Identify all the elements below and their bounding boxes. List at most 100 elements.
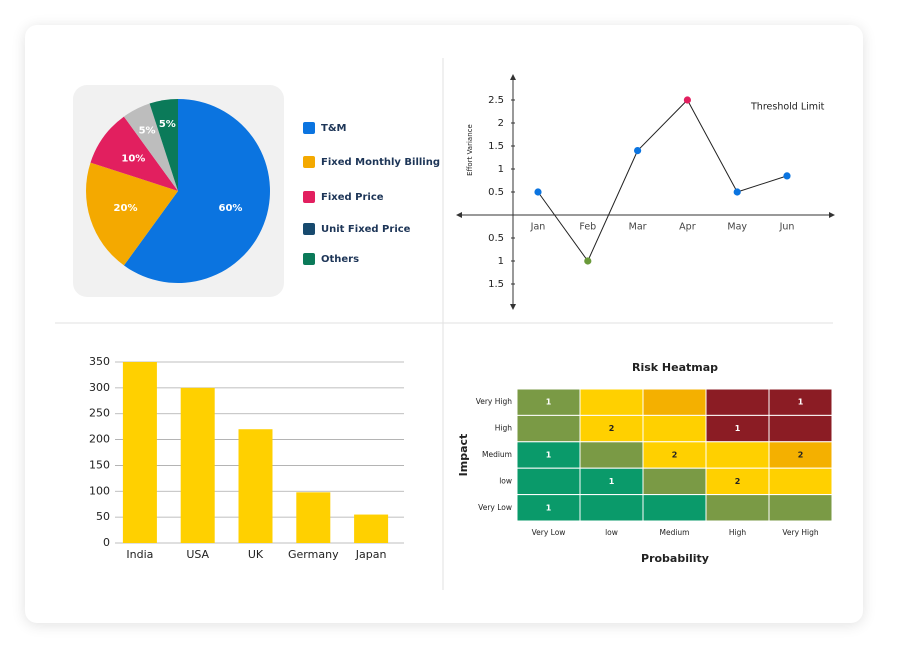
- annotation: Threshold Limit: [750, 102, 825, 113]
- y-tick-label: 0: [103, 536, 110, 549]
- heat-cell: [642, 441, 707, 469]
- cell-label: 1: [546, 451, 552, 460]
- point: [783, 172, 791, 180]
- legend-label: Unit Fixed Price: [321, 224, 411, 235]
- x-tick-label: Jun: [779, 222, 795, 233]
- legend-label: Fixed Price: [321, 192, 384, 203]
- legend-swatch: [303, 191, 315, 203]
- y-axis-label: Effort Variance: [466, 124, 474, 176]
- heat-cell: [642, 494, 707, 522]
- y-tick-label: 2.5: [488, 95, 504, 106]
- x-tick-label: Mar: [629, 222, 647, 233]
- bar: [296, 492, 331, 543]
- x-tick-label: UK: [248, 548, 264, 561]
- slice-label: 5%: [159, 119, 176, 130]
- line: [537, 99, 788, 262]
- col-label: Medium: [660, 528, 690, 537]
- heat-cell: [516, 467, 581, 496]
- y-axis-label: Impact: [457, 434, 470, 477]
- row-label: Very Low: [478, 503, 512, 512]
- y-tick-label: 200: [89, 433, 110, 446]
- cell-label: 2: [609, 424, 615, 433]
- x-tick-label: India: [126, 548, 153, 561]
- heat-cell: [768, 441, 833, 469]
- legend-swatch: [303, 122, 315, 134]
- x-tick-label: Apr: [679, 222, 696, 233]
- col-label: low: [605, 528, 618, 537]
- y-tick-label: 2: [498, 118, 504, 129]
- bar: [180, 387, 215, 543]
- cell-label: 2: [735, 477, 741, 486]
- heat-cell: [642, 467, 707, 496]
- y-tick-label: 50: [96, 510, 110, 523]
- cell-label: 1: [798, 398, 804, 407]
- cell-label: 1: [609, 477, 615, 486]
- y-tick-label: 350: [89, 355, 110, 368]
- heat-cell: [705, 441, 770, 469]
- slice-label: 20%: [114, 203, 138, 214]
- heat-cell: [705, 414, 770, 443]
- slice-label: 60%: [219, 203, 243, 214]
- heat-cell: [579, 494, 644, 522]
- slice-label: 10%: [121, 154, 145, 165]
- pie-slice: [123, 103, 178, 191]
- row-label: High: [495, 424, 512, 433]
- point: [634, 147, 642, 155]
- row-label: low: [499, 476, 512, 485]
- cell-label: 2: [798, 451, 804, 460]
- legend-label: Others: [321, 254, 359, 265]
- bar: [238, 429, 273, 543]
- slice-label: 5%: [139, 125, 156, 136]
- point: [584, 257, 592, 265]
- row-label: Very High: [476, 397, 513, 406]
- heat-cell: [642, 414, 707, 443]
- heat-cell: [579, 441, 644, 469]
- x-tick-label: Feb: [579, 222, 596, 233]
- heat-cell: [768, 467, 833, 496]
- heat-cell: [768, 414, 833, 443]
- bar: [122, 362, 157, 543]
- y-tick-label: 1.5: [488, 279, 504, 290]
- legend-swatch: [303, 156, 315, 168]
- cell-label: 2: [672, 451, 678, 460]
- pie-slice: [123, 99, 270, 283]
- x-tick-label: Japan: [355, 548, 387, 561]
- x-tick-label: Jan: [530, 222, 546, 233]
- y-tick-label: 0.5: [488, 233, 504, 244]
- heat-cell: [705, 388, 770, 416]
- chart-title: Risk Heatmap: [632, 361, 718, 374]
- x-tick-label: May: [727, 222, 747, 233]
- col-label: Very Low: [532, 528, 566, 537]
- heat-cell: [768, 388, 833, 416]
- x-axis-label: Probability: [641, 552, 709, 565]
- legend-swatch: [303, 223, 315, 235]
- col-label: High: [729, 528, 746, 537]
- cell-label: 1: [546, 503, 552, 512]
- x-tick-label: USA: [186, 548, 209, 561]
- y-tick-label: 1: [498, 164, 504, 175]
- row-label: Medium: [482, 450, 512, 459]
- point: [534, 188, 542, 196]
- legend-label: T&M: [321, 123, 347, 134]
- legend-label: Fixed Monthly Billing: [321, 157, 440, 168]
- heat-cell: [705, 494, 770, 522]
- heat-cell: [768, 494, 833, 522]
- y-tick-label: 100: [89, 484, 110, 497]
- point: [683, 96, 692, 104]
- y-tick-label: 1.5: [488, 141, 504, 152]
- heat-cell: [642, 388, 707, 416]
- y-tick-label: 0.5: [488, 187, 504, 198]
- col-label: Very High: [782, 528, 819, 537]
- y-tick-label: 1: [498, 256, 504, 267]
- bar: [354, 514, 389, 543]
- pie-slice: [90, 116, 178, 191]
- heat-cell: [579, 388, 644, 416]
- heat-cell: [516, 414, 581, 443]
- pie-slice: [149, 99, 178, 191]
- heat-cell: [579, 467, 644, 496]
- legend-swatch: [303, 253, 315, 265]
- heat-cell: [579, 414, 644, 443]
- point: [733, 188, 741, 196]
- heat-cell: [516, 494, 581, 522]
